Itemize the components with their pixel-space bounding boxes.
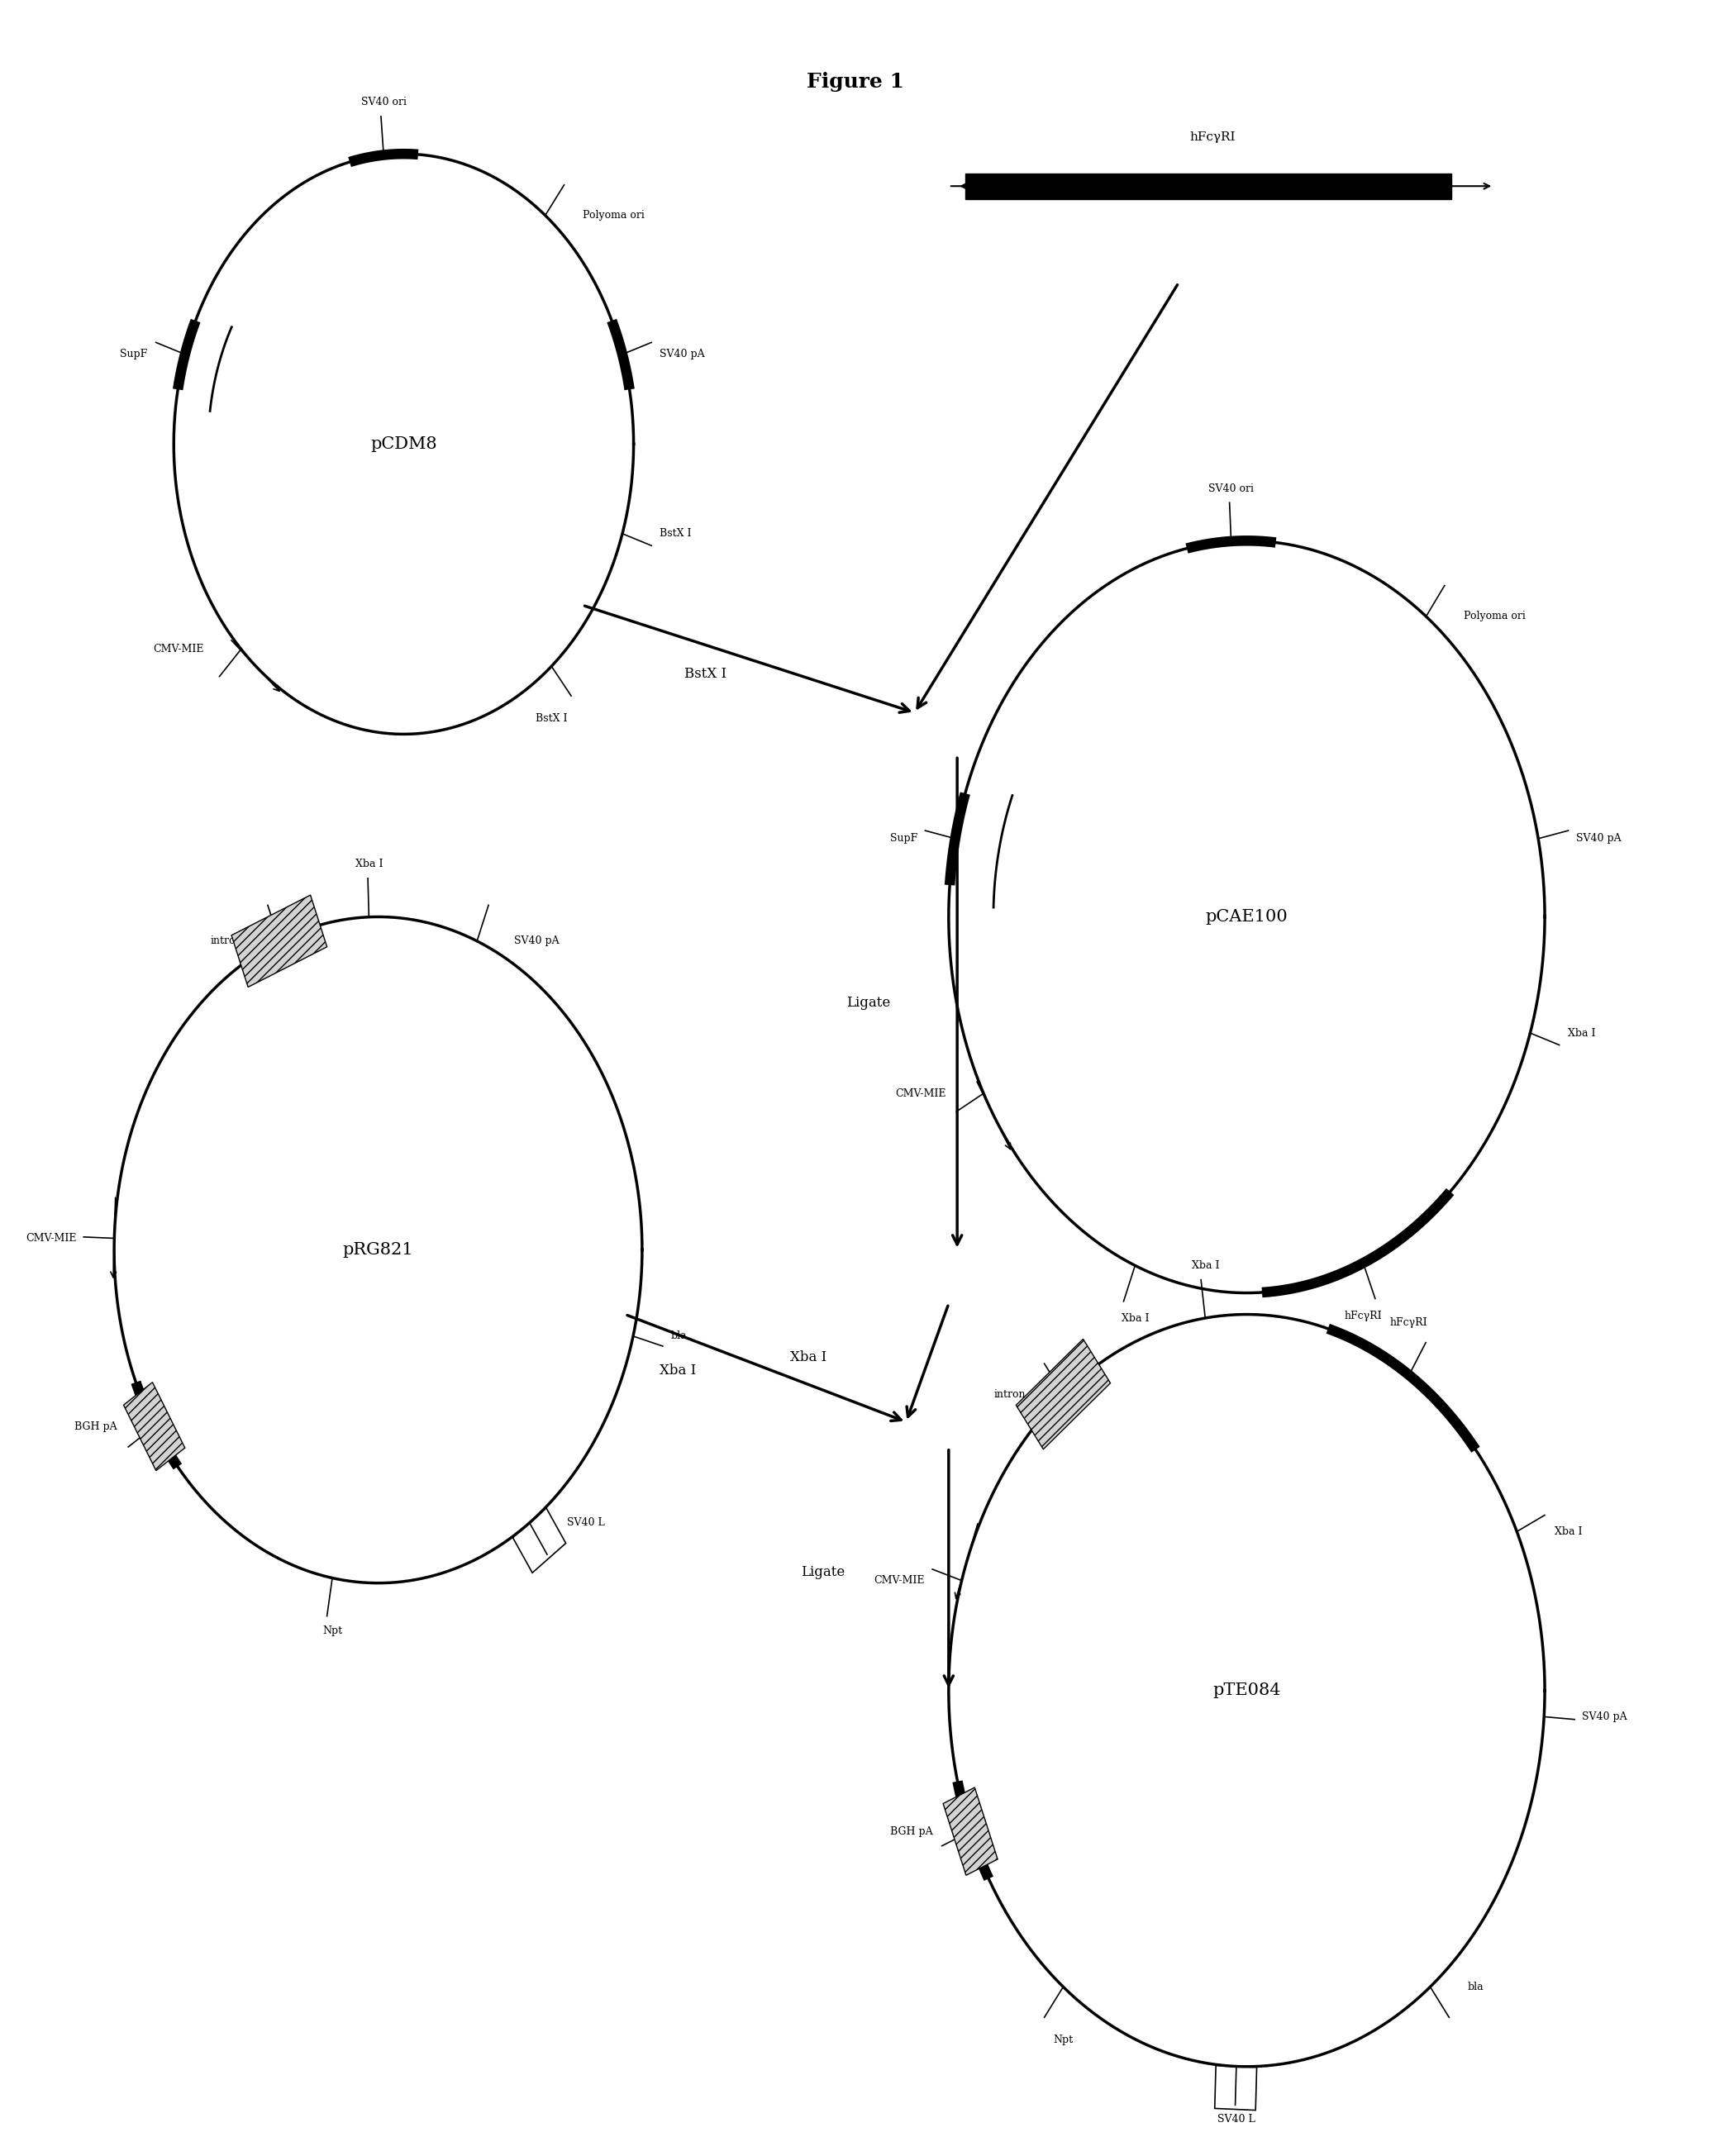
Text: Polyoma ori: Polyoma ori xyxy=(583,209,645,220)
Text: Xba I: Xba I xyxy=(1568,1028,1595,1039)
Text: intron: intron xyxy=(210,936,241,946)
Text: SupF: SupF xyxy=(120,349,147,360)
Text: pCAE100: pCAE100 xyxy=(1206,910,1288,925)
Text: BstX I: BstX I xyxy=(660,528,691,539)
Text: Xba I: Xba I xyxy=(356,858,383,869)
Polygon shape xyxy=(123,1382,185,1470)
Text: Xba I: Xba I xyxy=(1192,1259,1219,1270)
Polygon shape xyxy=(1016,1339,1110,1449)
Text: SV40 L: SV40 L xyxy=(568,1518,605,1529)
Text: Xba I: Xba I xyxy=(790,1350,828,1365)
Text: SV40 ori: SV40 ori xyxy=(1209,483,1253,494)
Text: SV40 L: SV40 L xyxy=(1218,2113,1255,2124)
Text: Xba I: Xba I xyxy=(658,1363,696,1378)
Text: SV40 pA: SV40 pA xyxy=(660,349,705,360)
Text: pTE084: pTE084 xyxy=(1212,1682,1281,1699)
Text: intron: intron xyxy=(994,1388,1026,1399)
Text: bla: bla xyxy=(670,1330,687,1341)
Polygon shape xyxy=(944,1787,997,1876)
Text: SV40 ori: SV40 ori xyxy=(361,97,407,108)
Text: Ligate: Ligate xyxy=(800,1565,845,1580)
Text: SV40 pA: SV40 pA xyxy=(1575,832,1621,843)
Text: pRG821: pRG821 xyxy=(342,1242,414,1257)
Text: SV40 pA: SV40 pA xyxy=(515,936,559,946)
Text: Figure 1: Figure 1 xyxy=(805,71,905,93)
Text: BGH pA: BGH pA xyxy=(74,1421,116,1432)
Text: CMV-MIE: CMV-MIE xyxy=(896,1089,946,1100)
Text: BstX I: BstX I xyxy=(684,666,727,681)
Text: hFcγRI: hFcγRI xyxy=(1190,132,1236,142)
Text: Npt: Npt xyxy=(321,1626,342,1636)
Text: pCDM8: pCDM8 xyxy=(371,436,438,453)
Text: SupF: SupF xyxy=(891,832,918,843)
Text: Polyoma ori: Polyoma ori xyxy=(1464,610,1525,621)
Text: Xba I: Xba I xyxy=(1122,1313,1149,1324)
Text: hFcγRI: hFcγRI xyxy=(1344,1311,1382,1322)
Text: BstX I: BstX I xyxy=(535,714,568,724)
Text: SV40 pA: SV40 pA xyxy=(1582,1712,1626,1723)
Text: CMV-MIE: CMV-MIE xyxy=(26,1233,77,1244)
Polygon shape xyxy=(231,895,327,987)
Text: BGH pA: BGH pA xyxy=(891,1826,934,1837)
Text: CMV-MIE: CMV-MIE xyxy=(152,645,203,655)
Text: hFcγRI: hFcγRI xyxy=(1390,1317,1428,1328)
Text: Xba I: Xba I xyxy=(1554,1526,1582,1537)
Text: CMV-MIE: CMV-MIE xyxy=(874,1576,923,1587)
FancyBboxPatch shape xyxy=(966,172,1452,198)
Text: bla: bla xyxy=(1467,1981,1484,1992)
Text: Npt: Npt xyxy=(1053,2033,1074,2044)
Text: Ligate: Ligate xyxy=(846,996,891,1009)
